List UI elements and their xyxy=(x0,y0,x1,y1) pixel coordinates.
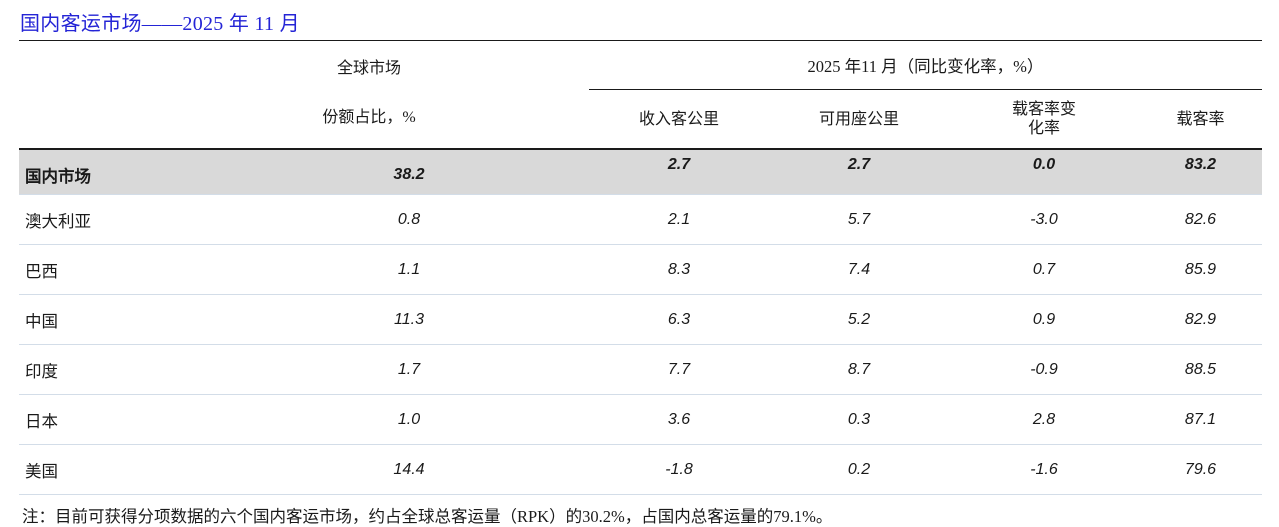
column-header-plf-change: 载客率变化率 xyxy=(949,90,1139,148)
table-row-domestic-total: 国内市场 38.2 2.7 2.7 0.0 83.2 xyxy=(19,150,1262,195)
plf-cell: 88.5 xyxy=(1184,360,1217,378)
ask-cell: 0.2 xyxy=(847,460,871,478)
share-cell: 0.8 xyxy=(397,210,421,228)
share-label: 份额占比，% xyxy=(322,109,416,126)
plf-change-cell: -1.6 xyxy=(1030,460,1058,478)
rpk-cell: 8.3 xyxy=(667,260,691,278)
ask-cell: 5.7 xyxy=(847,210,871,228)
ask-cell: 5.2 xyxy=(847,310,871,328)
table-header: 全球市场 份额占比，% 2025 年11 月（同比变化率，%） 收入客公里 可用… xyxy=(19,41,1262,150)
column-header-ask: 可用座公里 xyxy=(818,110,899,128)
table-row-usa: 美国 14.4 -1.8 0.2 -1.6 79.6 xyxy=(19,445,1262,495)
row-label: 巴西 xyxy=(25,261,58,281)
table-row-australia: 澳大利亚 0.8 2.1 5.7 -3.0 82.6 xyxy=(19,195,1262,245)
table-row-japan: 日本 1.0 3.6 0.3 2.8 87.1 xyxy=(19,395,1262,445)
table-row-india: 印度 1.7 7.7 8.7 -0.9 88.5 xyxy=(19,345,1262,395)
row-label: 日本 xyxy=(25,411,58,431)
row-label: 国内市场 xyxy=(25,167,91,186)
domestic-market-table: 全球市场 份额占比，% 2025 年11 月（同比变化率，%） 收入客公里 可用… xyxy=(19,41,1262,495)
table-row-brazil: 巴西 1.1 8.3 7.4 0.7 85.9 xyxy=(19,245,1262,295)
plf-change-cell: -3.0 xyxy=(1030,210,1058,228)
row-label: 美国 xyxy=(25,461,58,481)
plf-cell: 85.9 xyxy=(1184,260,1217,278)
share-cell: 1.0 xyxy=(397,410,421,428)
plf-change-label: 载客率变化率 xyxy=(1011,101,1076,137)
page-title: 国内客运市场——2025 年 11 月 xyxy=(19,0,1262,41)
share-cell: 1.7 xyxy=(397,360,421,378)
share-cell: 38.2 xyxy=(393,166,425,183)
plf-change-cell: -0.9 xyxy=(1030,360,1058,378)
plf-cell: 83.2 xyxy=(1184,156,1217,173)
plf-cell: 82.9 xyxy=(1184,310,1217,328)
ask-cell: 8.7 xyxy=(847,360,871,378)
share-cell: 1.1 xyxy=(397,260,421,278)
rpk-cell: 2.1 xyxy=(667,210,691,228)
rpk-cell: 7.7 xyxy=(667,360,691,378)
plf-change-cell: 0.9 xyxy=(1032,310,1056,328)
share-cell: 11.3 xyxy=(394,310,424,328)
row-label: 印度 xyxy=(25,361,58,381)
plf-change-cell: 0.0 xyxy=(1032,156,1056,173)
footnote: 注：目前可获得分项数据的六个国内客运市场，约占全球总客运量（RPK）的30.2%… xyxy=(22,507,833,526)
plf-cell: 79.6 xyxy=(1184,460,1217,478)
table-row-china: 中国 11.3 6.3 5.2 0.9 82.9 xyxy=(19,295,1262,345)
rpk-cell: 6.3 xyxy=(667,310,691,328)
column-header-rpk: 收入客公里 xyxy=(638,110,719,128)
share-cell: 14.4 xyxy=(393,460,425,478)
ask-cell: 0.3 xyxy=(847,410,871,428)
plf-cell: 82.6 xyxy=(1184,210,1217,228)
rpk-cell: 3.6 xyxy=(667,410,691,428)
plf-cell: 87.1 xyxy=(1184,410,1217,428)
ask-cell: 7.4 xyxy=(847,260,871,278)
plf-change-cell: 2.8 xyxy=(1032,410,1056,428)
row-label: 中国 xyxy=(25,311,58,331)
global-market-label: 全球市场 xyxy=(336,60,401,77)
ask-cell: 2.7 xyxy=(847,156,871,173)
global-market-header-group: 全球市场 份额占比，% xyxy=(119,41,619,148)
plf-change-cell: 0.7 xyxy=(1032,260,1056,278)
column-header-plf: 载客率 xyxy=(1176,110,1225,128)
rpk-cell: 2.7 xyxy=(667,156,691,173)
rpk-cell: -1.8 xyxy=(665,460,693,478)
period-header: 2025 年11 月（同比变化率，%） xyxy=(589,41,1262,90)
row-label: 澳大利亚 xyxy=(25,211,91,231)
